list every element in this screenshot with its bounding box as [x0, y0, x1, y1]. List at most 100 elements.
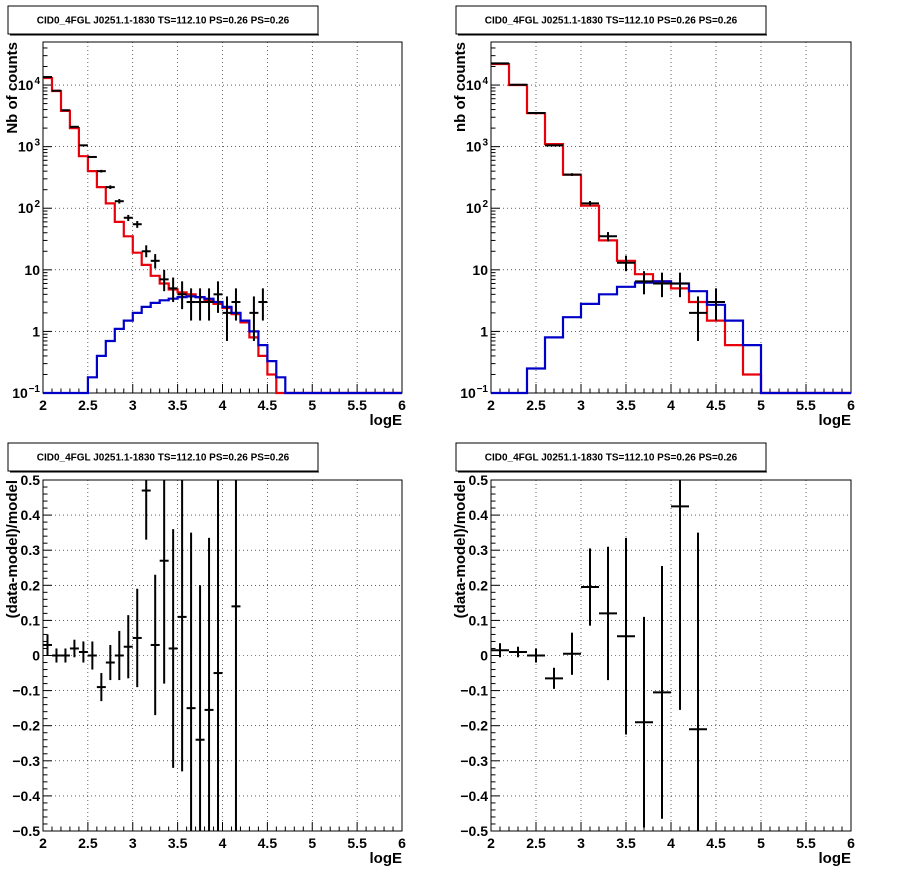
data-point: [231, 288, 241, 321]
x-tick-label: 2: [487, 397, 495, 413]
chart-title: CID0_4FGL J0251.1-1830 TS=112.10 PS=0.26…: [37, 16, 290, 27]
x-tick-label: 2: [39, 397, 47, 413]
x-tick-label: 5: [757, 835, 765, 851]
y-tick-base: 10: [466, 77, 482, 93]
y-tick-label: 1: [32, 323, 40, 339]
y-tick-label: −0.5: [12, 823, 40, 839]
y-tick-label: 0.3: [469, 542, 489, 558]
y-tick-label: 0: [32, 648, 40, 664]
y-tick-label: 0.5: [469, 472, 489, 488]
y-tick-label: 0: [480, 648, 488, 664]
y-axis-title: nb of counts: [452, 42, 469, 132]
data-point: [653, 565, 671, 819]
y-tick-base: 10: [18, 77, 34, 93]
x-tick-label: 5.5: [347, 835, 367, 851]
y-tick-label: 0.2: [469, 577, 489, 593]
data-point: [689, 296, 707, 341]
data-point: [599, 546, 617, 681]
data-point: [60, 109, 70, 112]
data-point: [105, 644, 115, 681]
data-point: [599, 232, 617, 242]
x-tick-label: 3.5: [616, 835, 636, 851]
y-tick-base: 10: [466, 200, 482, 216]
data-point: [168, 277, 178, 303]
data-point: [96, 169, 106, 173]
x-tick-label: 2.5: [78, 835, 98, 851]
x-tick-label: 6: [847, 397, 855, 413]
x-tick-label: 3: [577, 397, 585, 413]
y-tick-exponent: 3: [34, 138, 40, 149]
data-point: [689, 532, 707, 831]
data-point: [635, 616, 653, 828]
data-point: [617, 255, 635, 272]
x-tick-label: 4: [667, 397, 675, 413]
chart-title-box: CID0_4FGL J0251.1-1830 TS=112.10 PS=0.26…: [7, 5, 319, 36]
data-point: [653, 272, 671, 298]
y-tick-label: −0.4: [460, 788, 488, 804]
x-axis-title: logE: [370, 850, 403, 867]
y-tick-exponent: 4: [482, 76, 488, 87]
x-axis-ticks: [490, 822, 852, 831]
data-point: [249, 296, 259, 341]
y-tick-exponent: −1: [477, 384, 489, 395]
y-tick-label: 10: [472, 262, 488, 278]
data-point: [123, 615, 133, 679]
y-tick-label: −0.4: [12, 788, 40, 804]
data-point: [635, 271, 653, 295]
data-point: [509, 646, 527, 658]
data-point: [186, 532, 196, 831]
data-point: [258, 288, 268, 321]
chart-title-box: CID0_4FGL J0251.1-1830 TS=112.10 PS=0.26…: [7, 442, 319, 473]
data-point: [78, 641, 88, 663]
y-tick-label: 0.5: [21, 472, 41, 488]
x-tick-label: 3.5: [168, 397, 188, 413]
y-tick-base: 10: [12, 385, 28, 401]
data-point: [114, 630, 124, 681]
grid-lines: [43, 480, 402, 831]
chart-panel-2: CID0_4FGL J0251.1-1830 TS=112.10 PS=0.26…: [452, 5, 855, 429]
data-point: [78, 144, 88, 147]
x-tick-label: 2.5: [526, 835, 546, 851]
y-axis-ticks: [491, 41, 500, 394]
x-tick-label: 4.5: [258, 835, 278, 851]
x-tick-label: 5: [308, 835, 316, 851]
x-tick-label: 5.5: [796, 835, 816, 851]
x-tick-label: 6: [847, 835, 855, 851]
x-tick-label: 6: [398, 397, 406, 413]
x-tick-label: 3: [129, 835, 137, 851]
x-tick-label: 4.5: [258, 397, 278, 413]
title-box-frame: [455, 5, 767, 35]
data-point: [581, 201, 599, 206]
data-point: [87, 641, 97, 670]
chart-title-box: CID0_4FGL J0251.1-1830 TS=112.10 PS=0.26…: [455, 442, 767, 473]
grid-lines: [491, 42, 851, 393]
y-tick-label: 1: [480, 323, 488, 339]
data-point: [617, 537, 635, 735]
data-point: [545, 144, 563, 147]
y-tick-exponent: 3: [482, 138, 488, 149]
data-point: [527, 111, 545, 114]
data-point: [671, 480, 689, 710]
data-point: [563, 173, 581, 176]
chart-panel-3: CID0_4FGL J0251.1-1830 TS=112.10 PS=0.26…: [4, 442, 406, 867]
series-line-red-total-model: [43, 76, 402, 395]
data-point: [51, 89, 61, 92]
x-axis-ticks: [42, 822, 403, 831]
y-tick-label: 10: [24, 262, 40, 278]
x-tick-label: 2: [39, 835, 47, 851]
x-tick-label: 5.5: [347, 397, 367, 413]
data-point: [96, 673, 106, 702]
title-box-frame: [455, 442, 767, 472]
data-point: [545, 667, 563, 689]
y-tick-exponent: −1: [29, 384, 41, 395]
x-tick-label: 5: [757, 397, 765, 413]
y-axis-title: (data-model)/model: [452, 480, 469, 618]
data-point: [671, 272, 689, 298]
x-axis-title: logE: [370, 412, 403, 429]
data-point: [195, 585, 205, 831]
y-tick-label: −0.1: [460, 683, 488, 699]
y-tick-exponent: 4: [34, 76, 40, 87]
data-points: [43, 76, 268, 341]
x-tick-label: 3: [129, 397, 137, 413]
